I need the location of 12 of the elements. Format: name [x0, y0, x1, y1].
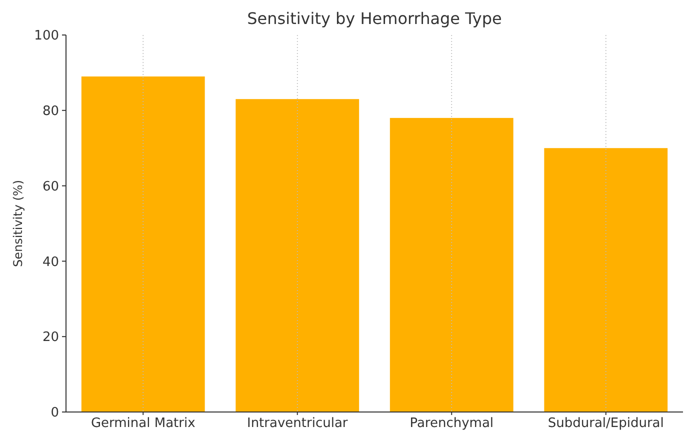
x-tick-label: Germinal Matrix	[90, 416, 196, 431]
x-tick-label: Subdural/Epidural	[548, 416, 664, 431]
y-tick-label: 60	[42, 179, 59, 194]
y-tick-label: 40	[42, 254, 59, 270]
chart-title: Sensitivity by Hemorrhage Type	[247, 9, 502, 28]
y-tick-label: 100	[34, 28, 59, 44]
y-tick-label: 80	[42, 104, 59, 119]
y-axis-title: Sensitivity (%)	[11, 180, 25, 268]
x-tick-label: Intraventricular	[246, 416, 348, 431]
x-tick-label: Parenchymal	[410, 416, 494, 431]
y-tick-label: 20	[42, 330, 59, 346]
y-tick-label: 0	[50, 406, 59, 421]
